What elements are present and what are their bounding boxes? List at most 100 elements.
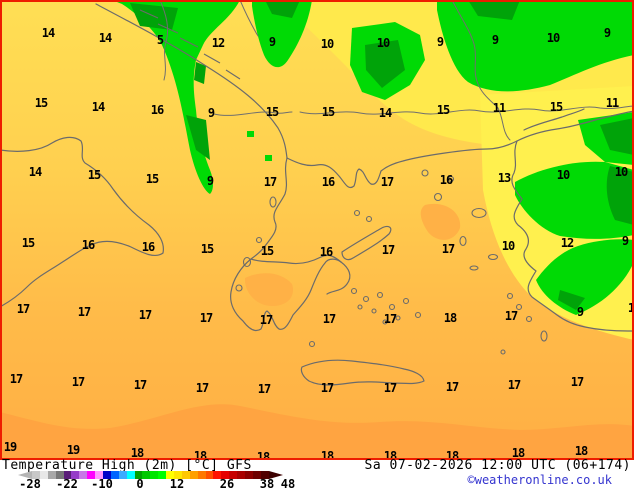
map-canvas xyxy=(0,0,634,460)
dark-green-core xyxy=(365,40,405,88)
dalmatian-islands xyxy=(139,9,241,80)
colorbar-segment xyxy=(55,471,64,479)
colorbar-ticks: -28 -22 -10 0 12 26 38 48 xyxy=(0,477,320,490)
temp-label: 16 xyxy=(141,240,155,254)
temperature-map: 14 14 5 12 9 10 10 9 9 10 9 15 14 16 9 15 15 14 15 11 15 11 14… xyxy=(0,0,634,460)
colorbar-tick: 38 xyxy=(259,477,275,490)
temp-label: 17 xyxy=(259,313,273,327)
colorbar-segment xyxy=(181,471,190,479)
temp-label: 18 xyxy=(511,446,525,460)
colorbar-segment xyxy=(213,471,222,479)
colorbar-segment xyxy=(103,471,111,479)
coastline-attica xyxy=(326,261,351,295)
temp-label: 9 xyxy=(621,234,629,248)
temp-label: 15 xyxy=(549,100,563,114)
colorbar-segment xyxy=(39,471,48,479)
green-region-balkan-band xyxy=(112,0,240,194)
temp-label: 15 xyxy=(436,103,450,117)
colorbar-segment xyxy=(158,471,167,479)
temp-label: 5 xyxy=(156,33,164,47)
colorbar-segment xyxy=(87,471,96,479)
forecast-datetime: Sa 07-02-2026 12:00 UTC (06+174) xyxy=(364,458,631,473)
temp-label: 10 xyxy=(376,36,390,50)
temp-label: 17 xyxy=(195,381,209,395)
temp-label: 15 xyxy=(200,242,214,256)
dark-green-core xyxy=(186,115,210,160)
temp-label: 15 xyxy=(321,105,335,119)
temp-label: 17 xyxy=(71,375,85,389)
temp-label: 16 xyxy=(321,175,335,189)
colorbar-segment xyxy=(174,471,182,479)
colorbar-segment xyxy=(245,471,253,479)
temp-label: 9 xyxy=(268,35,276,49)
temp-label: 10 xyxy=(556,168,570,182)
temp-label: 17 xyxy=(9,372,23,386)
colorbar-segment xyxy=(205,471,214,479)
colorbar-tick: 12 xyxy=(169,477,185,490)
temp-label: 15 xyxy=(260,244,274,258)
temp-label: 17 xyxy=(322,312,336,326)
temp-label: 17 xyxy=(133,378,147,392)
temp-label: 14 xyxy=(41,26,55,40)
coastline-crete xyxy=(300,359,425,386)
temp-label: 1 xyxy=(627,301,634,315)
temp-label: 11 xyxy=(492,101,506,115)
temp-label: 17 xyxy=(380,175,394,189)
temp-label: 19 xyxy=(66,443,80,457)
temp-label: 13 xyxy=(497,171,511,185)
dark-green-core xyxy=(194,62,206,84)
temp-label: 17 xyxy=(507,378,521,392)
country-border xyxy=(159,0,169,81)
temp-label: 10 xyxy=(501,239,515,253)
green-dot xyxy=(265,155,272,161)
coastline-thrace-marmara xyxy=(516,110,634,142)
coastline-evia xyxy=(341,225,392,261)
temp-label: 18 xyxy=(443,311,457,325)
temp-label: 17 xyxy=(320,381,334,395)
temp-label: 17 xyxy=(381,243,395,257)
temp-label: 18 xyxy=(383,449,397,460)
temp-label: 15 xyxy=(145,172,159,186)
country-border-bulgaria xyxy=(451,0,499,109)
map-frame xyxy=(0,0,634,460)
temp-label: 9 xyxy=(491,33,499,47)
green-region-north xyxy=(252,0,312,68)
colorbar-segment xyxy=(166,471,175,479)
temp-label: 9 xyxy=(436,35,444,49)
coastline-marmara-inner xyxy=(523,108,585,131)
dark-green-core xyxy=(265,0,300,18)
temp-label: 10 xyxy=(320,37,334,51)
temp-label: 15 xyxy=(265,105,279,119)
temp-label: 17 xyxy=(383,312,397,326)
temp-label: 17 xyxy=(257,382,271,396)
copyright-link[interactable]: ©weatheronline.co.uk xyxy=(467,473,613,487)
temperature-labels-layer: 14 14 5 12 9 10 10 9 9 10 9 15 14 16 9 15 15 14 15 11 15 11 14… xyxy=(4,26,634,460)
temp-label: 9 xyxy=(576,305,584,319)
coastline-dalmatia xyxy=(95,3,288,159)
colorbar-segment xyxy=(95,471,104,479)
coastline-italy xyxy=(0,136,164,308)
colorbar-segments xyxy=(32,471,269,479)
colorbar-segment xyxy=(118,471,127,479)
temp-label: 11 xyxy=(605,96,619,110)
temp-label: 18 xyxy=(574,444,588,458)
green-dot xyxy=(247,131,254,137)
colorbar-segment xyxy=(47,471,56,479)
temp-label: 17 xyxy=(199,311,213,325)
colorbar-segment xyxy=(126,471,135,479)
coastline-turkey-west xyxy=(511,140,634,332)
temp-label: 16 xyxy=(439,173,453,187)
temp-label: 17 xyxy=(263,175,277,189)
temp-label: 16 xyxy=(319,245,333,259)
temp-label: 17 xyxy=(504,309,518,323)
orange-blob-attica xyxy=(244,273,294,306)
temp-label: 14 xyxy=(378,106,392,120)
temp-label: 18 xyxy=(130,446,144,460)
temp-label: 14 xyxy=(91,100,105,114)
colorbar-segment xyxy=(189,471,198,479)
coastline-peloponnese xyxy=(230,258,342,332)
temp-label: 17 xyxy=(16,302,30,316)
temp-label: 14 xyxy=(28,165,42,179)
temperature-colorbar xyxy=(18,471,283,479)
colorbar-segment xyxy=(134,471,143,479)
